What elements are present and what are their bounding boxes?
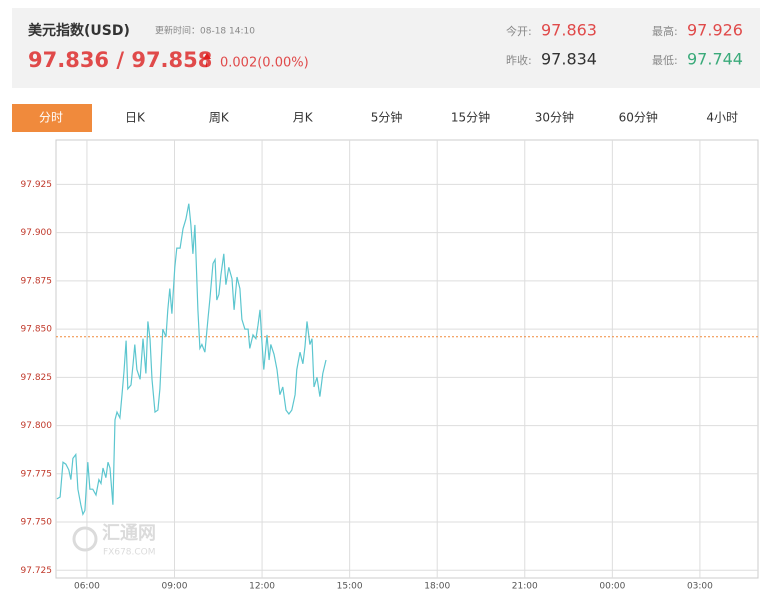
tab[interactable]: 15分钟 [451, 110, 490, 125]
y-tick-label: 97.875 [21, 276, 53, 286]
title: 美元指数(USD) [28, 22, 130, 39]
stat-value: 97.863 [541, 21, 597, 40]
x-tick-label: 06:00 [74, 582, 100, 592]
tab[interactable]: 分时 [39, 111, 63, 125]
stat-value: 97.926 [687, 21, 743, 40]
y-tick-label: 97.850 [21, 325, 53, 335]
y-tick-label: 97.925 [21, 180, 53, 190]
y-tick-label: 97.750 [21, 518, 53, 528]
x-tick-label: 09:00 [162, 582, 188, 592]
up-arrow [203, 53, 211, 67]
update-time: 更新时间：08-18 14:10 [155, 25, 255, 37]
stat-value: 97.744 [687, 50, 743, 69]
tab[interactable]: 月K [293, 111, 314, 125]
change: 0.002(0.00%) [220, 56, 309, 71]
watermark-site: FX678.COM [103, 548, 156, 558]
x-tick-label: 21:00 [512, 582, 538, 592]
x-tick-label: 12:00 [249, 582, 275, 592]
y-tick-label: 97.900 [21, 228, 53, 238]
tab[interactable]: 周K [209, 111, 230, 125]
plot-frame [55, 139, 759, 579]
x-tick-label: 03:00 [687, 582, 713, 592]
y-tick-label: 97.800 [21, 421, 53, 431]
active-tab[interactable] [12, 104, 92, 132]
watermark-name: 汇通网 [102, 523, 156, 544]
x-tick-label: 15:00 [337, 582, 363, 592]
stat-label: 今开: [506, 24, 532, 38]
y-tick-label: 97.825 [21, 373, 53, 383]
stat-label: 最低: [652, 54, 678, 67]
stat-label: 最高: [652, 24, 678, 38]
header-bg [12, 8, 760, 88]
x-tick-label: 00:00 [599, 582, 625, 592]
price: 97.836 / 97.858 [28, 48, 212, 72]
tab[interactable]: 4小时 [706, 111, 738, 125]
tab[interactable]: 日K [125, 111, 146, 125]
stat-label: 昨收: [506, 53, 532, 67]
tab[interactable]: 5分钟 [371, 110, 403, 125]
stat-value: 97.834 [541, 50, 597, 69]
x-tick-label: 18:00 [424, 582, 450, 592]
y-tick-label: 97.775 [21, 469, 53, 479]
price-line [56, 203, 327, 517]
tab[interactable]: 30分钟 [535, 110, 574, 125]
watermark: 汇通网 FX678.COM [72, 523, 156, 558]
watermark-logo [72, 526, 98, 552]
tab[interactable]: 60分钟 [619, 110, 658, 125]
y-tick-label: 97.725 [21, 566, 53, 576]
